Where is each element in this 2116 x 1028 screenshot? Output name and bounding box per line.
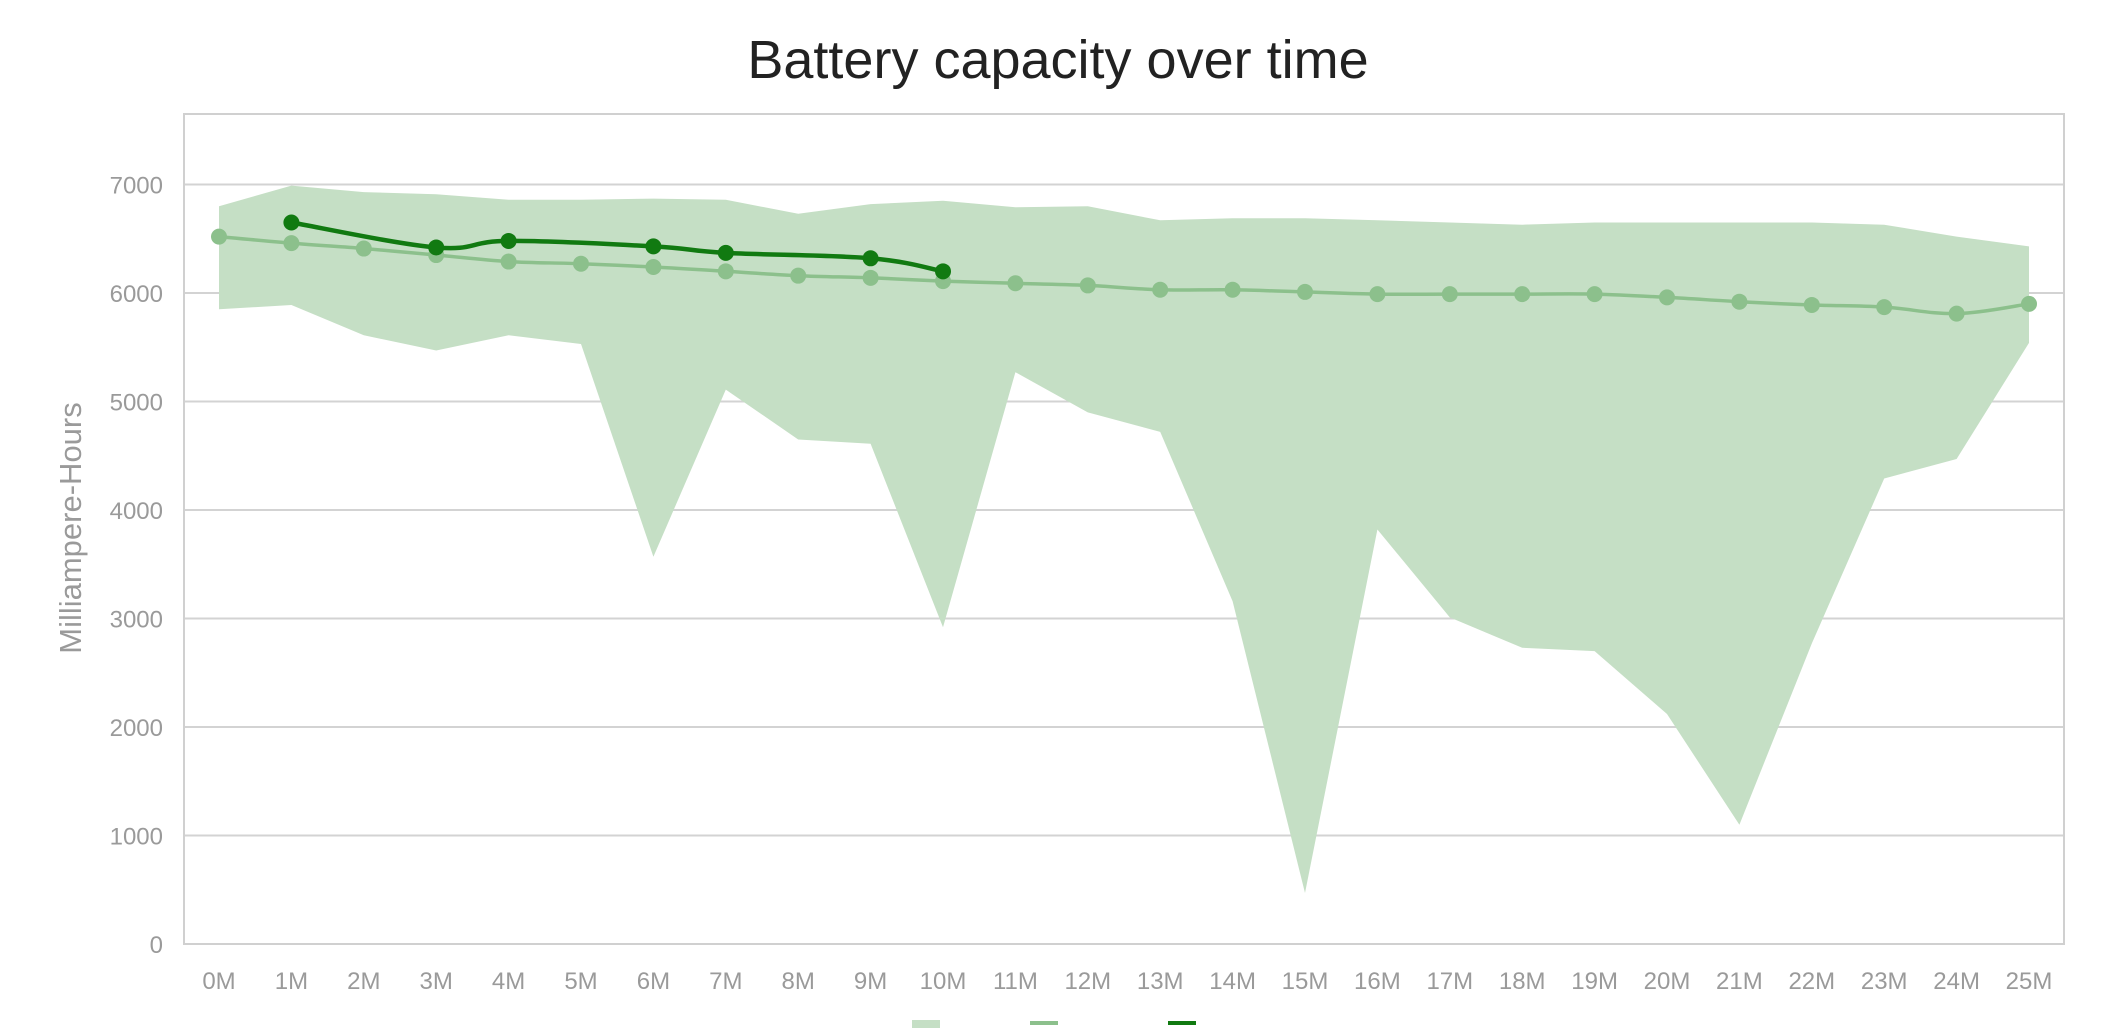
y-axis-ticks: 0 1000 2000 3000 4000 5000 6000 7000 — [110, 173, 163, 959]
legend-swatch-range — [912, 1020, 940, 1028]
x-tick-label: 10M — [920, 968, 967, 995]
data-point — [645, 258, 662, 275]
data-point — [862, 250, 879, 267]
y-tick-label: 3000 — [110, 607, 163, 634]
data-point — [1007, 275, 1024, 292]
y-tick-label: 6000 — [110, 281, 163, 308]
x-axis-ticks: 0M 1M 2M 3M 4M 5M 6M 7M 8M 9M 10M 11M 12M 13M 14M 15M 16… — [202, 968, 2052, 995]
x-tick-label: 14M — [1209, 968, 1256, 995]
data-point — [1731, 293, 1748, 310]
data-point — [862, 269, 879, 286]
data-point — [717, 244, 734, 261]
x-tick-label: 3M — [420, 968, 453, 995]
x-tick-label: 21M — [1716, 968, 1763, 995]
x-tick-label: 0M — [202, 968, 235, 995]
y-tick-label: 1000 — [110, 824, 163, 851]
data-point — [1514, 286, 1531, 303]
range-band — [219, 185, 2029, 894]
legend-swatch-line — [1168, 1021, 1196, 1025]
x-tick-label: 24M — [1933, 968, 1980, 995]
data-point — [500, 232, 517, 249]
chart-title: Battery capacity over time — [747, 30, 1368, 90]
data-point — [1297, 283, 1313, 300]
x-tick-label: 13M — [1137, 968, 1184, 995]
data-point — [1441, 286, 1458, 303]
data-point — [2021, 295, 2037, 312]
x-tick-label: 7M — [709, 968, 742, 995]
x-tick-label: 20M — [1644, 968, 1691, 995]
plot-frame — [183, 113, 2065, 945]
data-point — [1224, 281, 1241, 298]
x-tick-label: 15M — [1282, 968, 1329, 995]
x-tick-label: 2M — [347, 968, 380, 995]
data-point — [790, 267, 807, 284]
x-tick-label: 19M — [1571, 968, 1618, 995]
x-tick-label: 4M — [492, 968, 525, 995]
data-point — [573, 255, 589, 272]
series-points — [211, 214, 2037, 322]
data-point — [428, 239, 445, 256]
data-point — [935, 263, 951, 280]
data-point — [283, 214, 300, 231]
data-point — [1369, 286, 1386, 303]
data-point — [355, 240, 372, 257]
legend — [912, 1020, 1196, 1028]
y-tick-label: 0 — [150, 932, 163, 959]
data-point — [1586, 286, 1603, 303]
data-point — [500, 253, 517, 270]
x-tick-label: 23M — [1861, 968, 1908, 995]
y-tick-label: 7000 — [110, 173, 163, 200]
data-point — [1659, 289, 1675, 306]
y-tick-label: 4000 — [110, 498, 163, 525]
data-point — [717, 263, 734, 280]
x-tick-label: 17M — [1426, 968, 1473, 995]
x-tick-label: 6M — [637, 968, 670, 995]
data-point — [1876, 299, 1893, 316]
data-point — [645, 238, 662, 255]
y-tick-label: 2000 — [110, 715, 163, 742]
y-tick-label: 5000 — [110, 390, 163, 417]
data-point — [1803, 296, 1820, 313]
x-tick-label: 22M — [1788, 968, 1835, 995]
x-tick-label: 25M — [2006, 968, 2053, 995]
x-tick-label: 5M — [564, 968, 597, 995]
x-tick-label: 16M — [1354, 968, 1401, 995]
data-point — [1079, 277, 1096, 294]
x-tick-label: 18M — [1499, 968, 1546, 995]
y-axis-label: Milliampere-Hours — [53, 402, 88, 654]
x-tick-label: 9M — [854, 968, 887, 995]
x-tick-label: 12M — [1064, 968, 1111, 995]
data-point — [211, 228, 227, 245]
x-tick-label: 1M — [275, 968, 308, 995]
x-tick-label: 11M — [993, 968, 1038, 995]
range-area — [219, 185, 2029, 894]
data-point — [283, 235, 300, 252]
x-tick-label: 8M — [782, 968, 815, 995]
data-point — [1948, 305, 1965, 322]
legend-swatch-line — [1030, 1021, 1058, 1025]
data-point — [1152, 281, 1169, 298]
